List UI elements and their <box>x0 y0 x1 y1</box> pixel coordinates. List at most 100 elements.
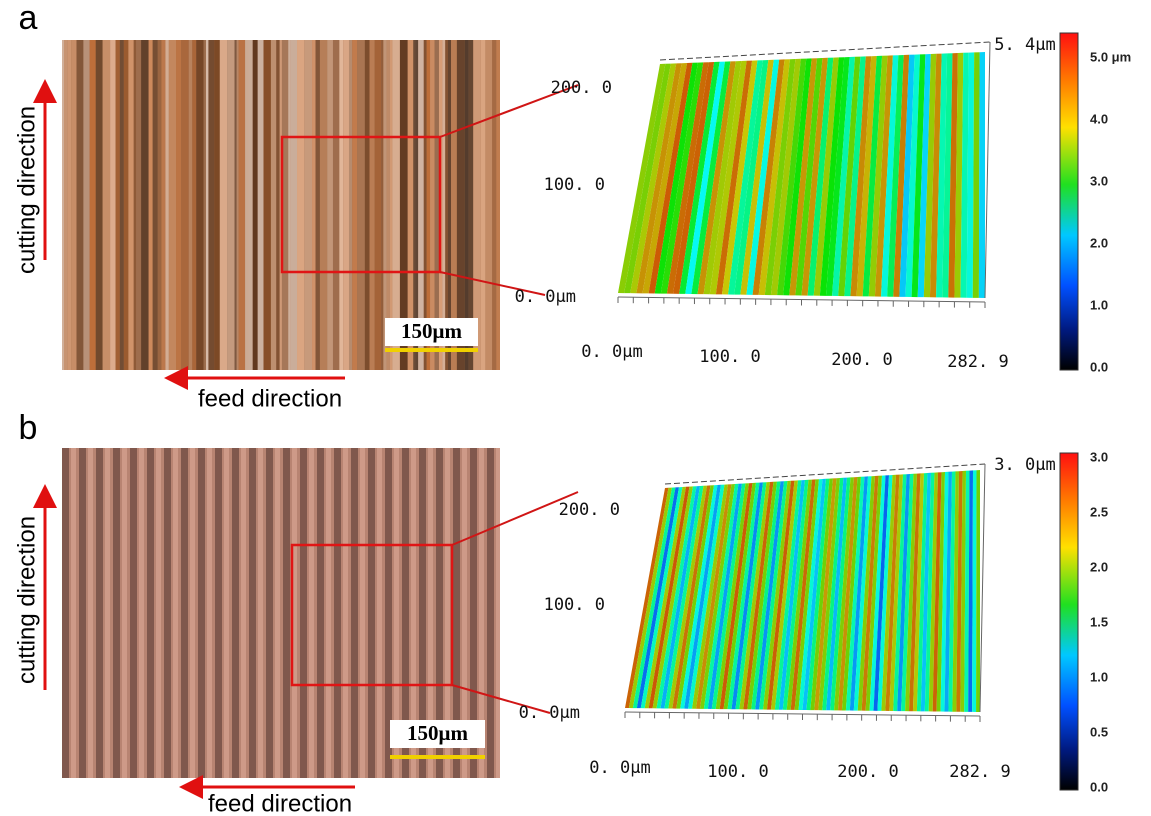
micrograph-stripe <box>320 40 327 370</box>
surface-x-label: 0. 0μm <box>581 342 642 362</box>
surface-max-height: 5. 4μm <box>994 35 1055 55</box>
micrograph-stripe <box>208 40 214 370</box>
micrograph-stripe <box>220 40 227 370</box>
micrograph-stripe <box>245 40 248 370</box>
micrograph-stripe <box>381 40 383 370</box>
micrograph-stripe <box>214 40 220 370</box>
micrograph-stripe <box>309 448 314 778</box>
micrograph-stripe <box>181 448 188 778</box>
surface-x-label: 0. 0μm <box>589 758 650 778</box>
colorbar-label: 0.0 <box>1090 359 1108 374</box>
micrograph-stripe <box>88 448 93 778</box>
micrograph-stripe <box>198 448 205 778</box>
surface-right-line <box>985 42 990 298</box>
micrograph-stripe <box>365 40 370 370</box>
scale-bar-label: 150μm <box>407 721 468 745</box>
micrograph-stripe <box>110 40 115 370</box>
micrograph-stripe <box>271 40 276 370</box>
micrograph-stripe <box>128 40 133 370</box>
micrograph-stripe <box>266 448 273 778</box>
micrograph-stripe <box>249 40 253 370</box>
colorbar-label: 2.5 <box>1090 504 1108 519</box>
micrograph-stripe <box>253 40 258 370</box>
micrograph-stripe <box>169 40 176 370</box>
micrograph-stripe <box>83 40 89 370</box>
cutting-direction-label: cutting direction <box>13 106 40 274</box>
micrograph-stripe <box>377 448 382 778</box>
surface-y-label: 100. 0 <box>544 595 605 615</box>
micrograph-stripe <box>351 448 358 778</box>
feed-direction-label: feed direction <box>208 790 352 816</box>
micrograph-stripe <box>124 40 129 370</box>
micrograph-stripe <box>258 448 263 778</box>
micrograph-stripe <box>173 448 178 778</box>
figure: 150μmcutting directionfeed directiona200… <box>0 0 1151 816</box>
micrograph-stripe <box>224 448 229 778</box>
micrograph-stripe <box>370 40 375 370</box>
feed-direction-label: feed direction <box>198 385 342 412</box>
surface-x-label: 100. 0 <box>699 347 760 367</box>
micrograph-stripe <box>189 40 193 370</box>
micrograph-stripe <box>227 40 234 370</box>
micrograph-stripe <box>67 40 71 370</box>
micrograph-stripe <box>192 40 196 370</box>
colorbar-label: 1.0 <box>1090 669 1108 684</box>
micrograph-stripe <box>76 40 83 370</box>
micrograph-stripe <box>139 448 144 778</box>
surface-x-label: 282. 9 <box>949 762 1010 782</box>
micrograph-stripe <box>149 40 153 370</box>
micrograph-stripe <box>71 40 76 370</box>
micrograph-stripe <box>487 448 494 778</box>
micrograph-stripe <box>181 40 189 370</box>
micrograph-stripe <box>283 448 290 778</box>
micrograph-stripe <box>258 40 264 370</box>
micrograph-stripe <box>190 448 195 778</box>
colorbar-label: 3.0 <box>1090 173 1108 188</box>
colorbar-label: 1.0 <box>1090 297 1108 312</box>
micrograph-stripe <box>130 448 137 778</box>
colorbar-label: 3.0 <box>1090 449 1108 464</box>
surface-y-label: 200. 0 <box>559 500 620 520</box>
micrograph-stripe <box>122 448 127 778</box>
surface-x-label: 200. 0 <box>837 762 898 782</box>
micrograph-stripe <box>235 40 237 370</box>
micrograph-stripe <box>333 40 339 370</box>
panel-label: b <box>19 409 38 447</box>
micrograph-stripe <box>241 448 246 778</box>
micrograph-stripe <box>164 448 171 778</box>
surface-y-label: 100. 0 <box>544 175 605 195</box>
scale-bar-label: 150μm <box>401 319 462 343</box>
micrograph-stripe <box>165 40 168 370</box>
micrograph-stripe <box>276 40 279 370</box>
micrograph-stripe <box>304 40 312 370</box>
panels: 150μmcutting directionfeed directiona200… <box>13 0 1131 816</box>
surface-strip <box>979 52 985 298</box>
colorbar <box>1060 453 1078 790</box>
micrograph-stripe <box>264 40 271 370</box>
micrograph-stripe <box>275 448 280 778</box>
micrograph-stripe <box>215 448 222 778</box>
micrograph-stripe <box>153 40 158 370</box>
micrograph-stripe <box>90 40 96 370</box>
micrograph-stripe <box>71 448 76 778</box>
micrograph-stripe <box>326 448 331 778</box>
micrograph-stripe <box>134 40 136 370</box>
micrograph-stripe <box>207 448 212 778</box>
micrograph-stripe <box>360 448 365 778</box>
micrograph-stripe <box>136 40 141 370</box>
colorbar <box>1060 33 1078 370</box>
micrograph-stripe <box>158 40 162 370</box>
surface-x-label: 100. 0 <box>707 762 768 782</box>
micrograph-stripe <box>316 40 320 370</box>
micrograph-stripe <box>249 448 256 778</box>
micrograph-stripe <box>96 40 103 370</box>
micrograph-stripe <box>349 40 352 370</box>
micrograph-stripe <box>105 448 110 778</box>
micrograph-stripe <box>485 40 492 370</box>
surface-max-height: 3. 0μm <box>994 455 1055 475</box>
cutting-direction-label: cutting direction <box>13 516 40 684</box>
micrograph-stripe <box>120 40 124 370</box>
micrograph-stripe <box>204 40 206 370</box>
surface-x-label: 200. 0 <box>831 350 892 370</box>
micrograph-stripe <box>64 40 67 370</box>
